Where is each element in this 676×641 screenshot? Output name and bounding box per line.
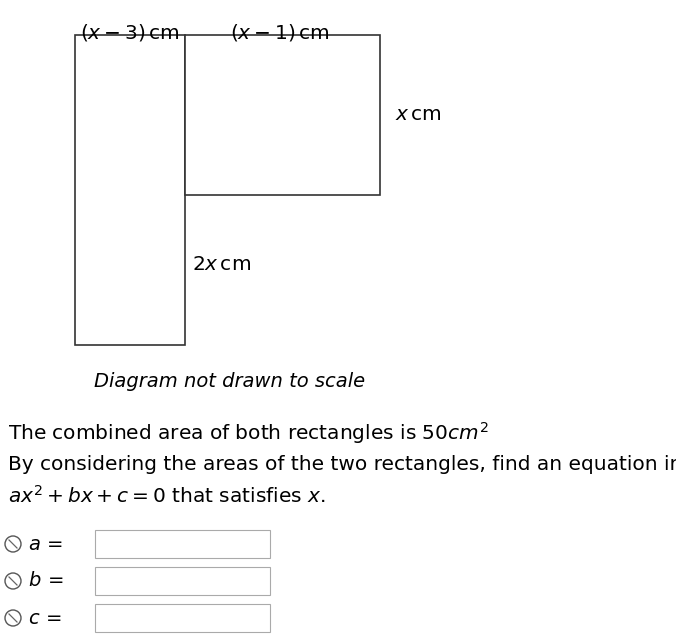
Bar (95, 567, 270, 595)
Text: By considering the areas of the two rectangles, find an equation in the form: By considering the areas of the two rect… (8, 455, 676, 474)
Text: $2x\,$cm: $2x\,$cm (192, 255, 251, 274)
Text: $(x-1)\,$cm: $(x-1)\,$cm (231, 22, 330, 43)
Text: $(x-3)\,$cm: $(x-3)\,$cm (80, 22, 180, 43)
Text: $ax^2 + bx + c = 0$ that satisfies $x$.: $ax^2 + bx + c = 0$ that satisfies $x$. (8, 485, 326, 507)
Text: $b\,=$: $b\,=$ (28, 572, 64, 590)
Text: $a\,=$: $a\,=$ (28, 535, 64, 553)
Text: $x\,$cm: $x\,$cm (395, 106, 441, 124)
Text: $c\,=$: $c\,=$ (28, 608, 62, 628)
Bar (185, 35, 380, 195)
Text: The combined area of both rectangles is 50$cm^2$: The combined area of both rectangles is … (8, 420, 489, 446)
Text: Diagram not drawn to scale: Diagram not drawn to scale (95, 372, 366, 391)
Bar (75, 35, 185, 345)
Bar (95, 604, 270, 632)
Bar (95, 530, 270, 558)
